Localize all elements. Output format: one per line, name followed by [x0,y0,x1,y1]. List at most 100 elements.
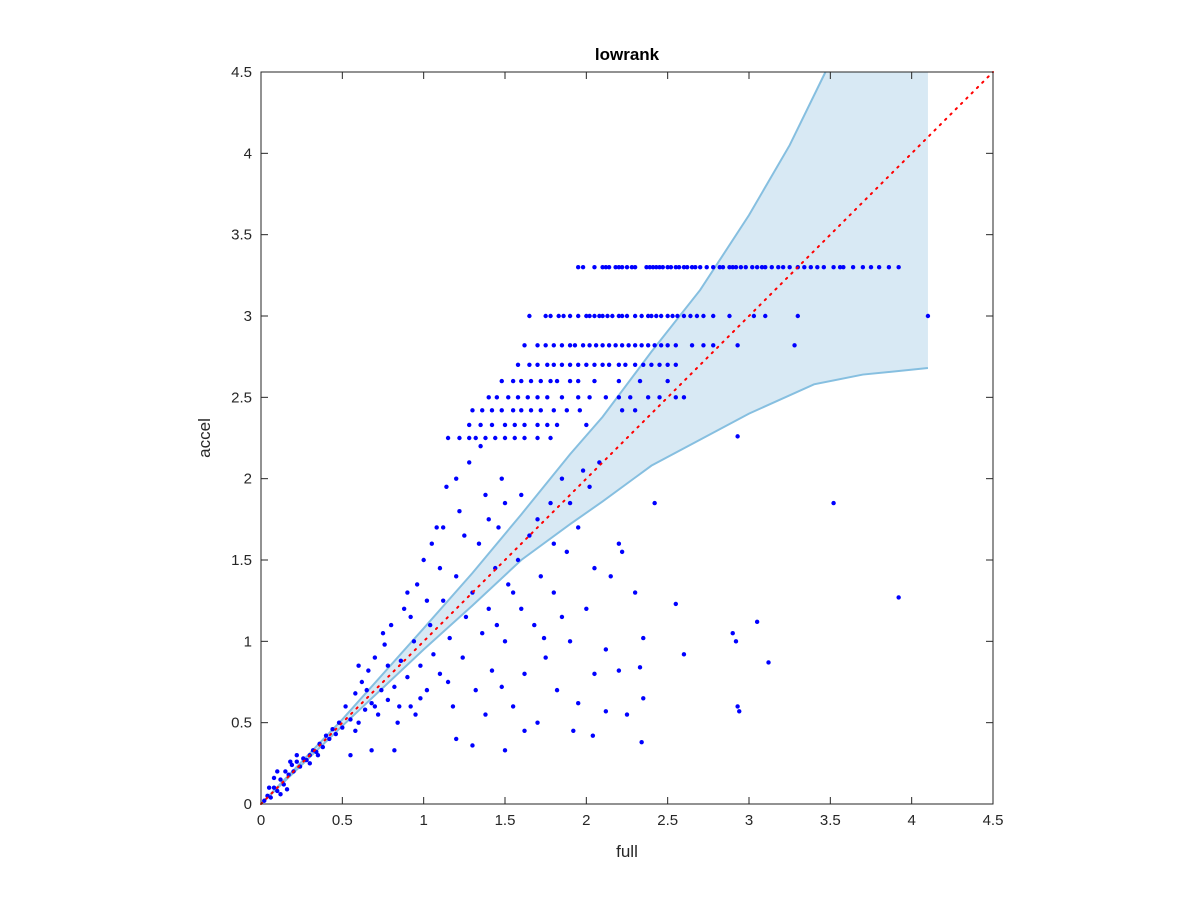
data-point [576,700,581,706]
data-point [619,549,625,555]
data-point [733,265,739,270]
data-point [554,687,560,693]
data-point [735,704,740,709]
data-point [510,704,516,709]
data-point [673,601,678,607]
data-point [616,378,622,384]
data-point [592,671,597,677]
data-point [512,435,517,441]
data-point [639,313,644,319]
data-point [489,422,495,428]
data-point [401,606,407,611]
identity-line [260,71,994,805]
data-point [735,434,740,439]
data-point [556,313,561,319]
data-point [379,687,384,693]
data-point [649,313,654,319]
data-point [645,343,651,348]
band-upper-edge [260,71,827,805]
data-point [711,265,716,270]
data-point [592,565,597,571]
data-point [510,378,516,384]
data-point [467,460,472,465]
data-point [632,362,638,367]
data-point [286,772,291,777]
data-point [538,408,543,413]
data-point [600,265,605,270]
data-point [283,769,288,774]
data-point [576,265,581,270]
data-point [896,595,901,600]
data-point [519,492,524,498]
chart-title: lowrank [595,45,660,64]
data-point [535,435,540,441]
data-point [467,435,472,441]
data-point [711,343,716,348]
data-point [457,509,462,514]
data-point [584,606,589,611]
data-point [356,720,361,725]
data-point [372,655,378,660]
data-point [606,343,612,348]
data-point [592,378,597,384]
data-point [763,265,768,270]
data-point [294,753,299,758]
data-point [499,378,504,384]
data-point [307,761,312,766]
data-point [689,343,695,348]
data-point [315,753,321,758]
data-point [506,395,511,400]
data-point [392,684,397,690]
data-point [654,265,659,270]
data-point [626,343,631,348]
data-point [515,395,521,400]
x-tick-label: 3.5 [820,812,841,829]
x-tick-label: 1 [419,812,427,829]
data-point [592,265,597,270]
data-point [886,265,892,270]
data-point [619,408,625,413]
data-point [543,343,548,348]
data-point [802,265,807,270]
data-point [535,343,540,348]
data-point [637,665,643,670]
data-point [470,743,475,748]
data-point [603,395,609,400]
data-point [572,343,578,348]
data-point [688,313,693,319]
data-point [780,265,786,270]
data-point [632,590,638,595]
data-point [837,265,843,270]
data-point [348,717,353,722]
data-point [265,793,270,799]
data-point [502,422,508,428]
data-point [613,343,618,348]
data-point [787,265,792,270]
data-point [528,408,534,413]
data-point [600,362,605,367]
data-point [454,736,459,742]
data-point [429,541,434,546]
plot-area [260,71,994,805]
data-point [628,395,633,400]
data-point [476,541,482,546]
data-point [538,574,543,579]
data-point [522,671,527,677]
data-point [584,362,589,367]
data-point [567,313,573,319]
data-point [548,313,553,319]
data-point [278,792,283,797]
y-tick-label: 2 [244,471,252,488]
data-point [320,744,326,750]
data-point [414,582,420,587]
data-point [665,265,670,270]
data-point [356,663,361,668]
data-point [437,565,443,571]
data-point [592,362,597,367]
confidence-band [261,72,928,804]
data-point [603,647,609,652]
data-point [681,265,687,270]
data-point [486,517,491,522]
data-point [587,395,592,400]
x-tick-label: 2 [582,812,590,829]
